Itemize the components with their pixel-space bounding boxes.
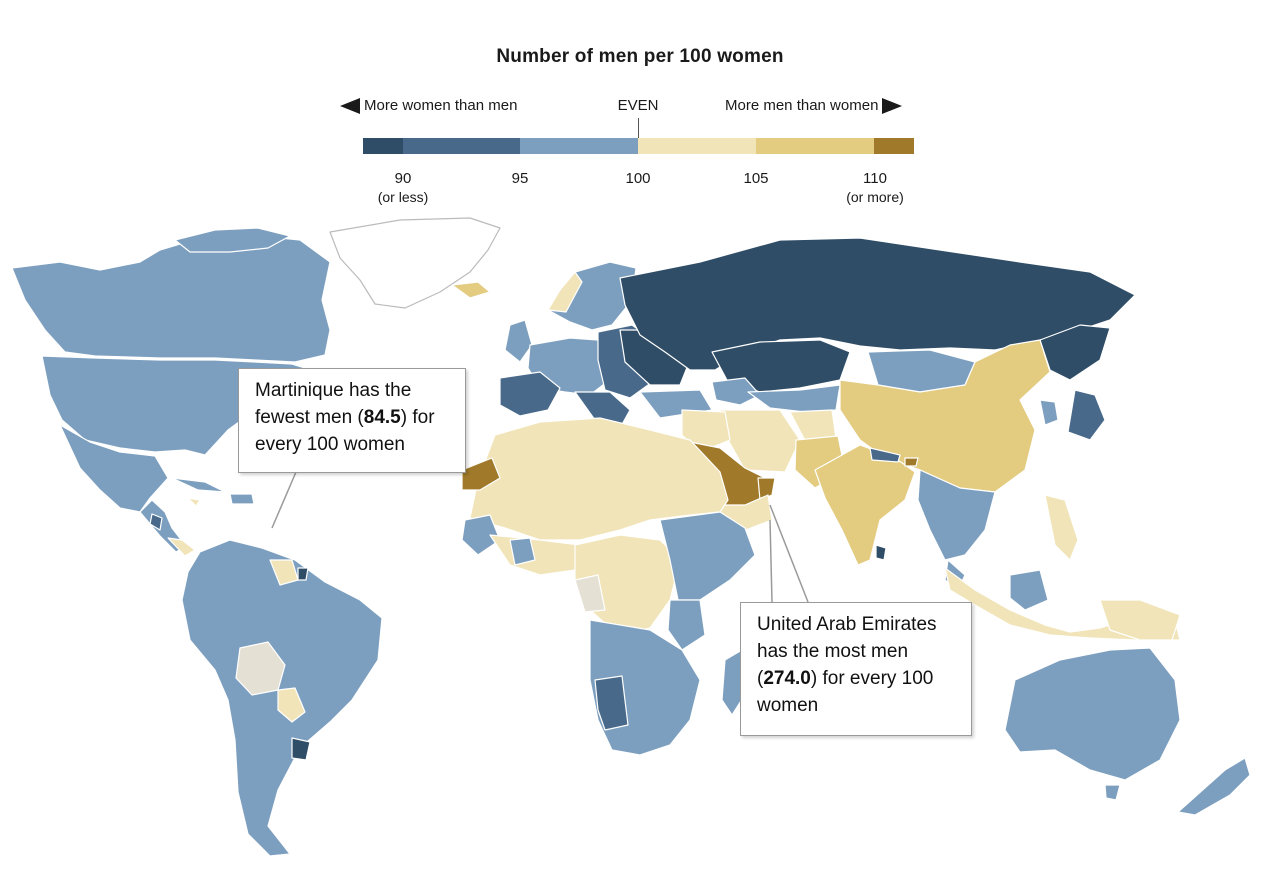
region-mexico <box>59 424 169 513</box>
region-iraq-syria <box>681 409 731 453</box>
region-hispaniola <box>229 493 255 505</box>
region-french-guiana <box>297 567 309 581</box>
region-jamaica <box>187 497 201 507</box>
region-australia <box>1004 647 1181 781</box>
legend-swatch-100-105 <box>638 138 756 154</box>
legend-tick-90: 90 (or less) <box>377 170 429 205</box>
legend-tick-110: 110 (or more) <box>846 170 904 205</box>
region-panama <box>167 537 196 557</box>
region-nepal <box>869 447 901 463</box>
region-borneo <box>1009 569 1049 611</box>
region-philippines <box>1044 494 1079 561</box>
legend-swatch-110-or-more <box>874 138 914 154</box>
region-canadian-arctic <box>174 227 291 253</box>
region-japan <box>1067 389 1106 441</box>
legend-even-tick <box>638 118 639 138</box>
region-sri-lanka <box>875 544 887 561</box>
arrow-left-icon <box>340 97 360 114</box>
uae-callout-post: ) for every 100 women <box>757 668 934 716</box>
region-cuba <box>171 477 226 493</box>
legend-even-label: EVEN <box>617 97 659 114</box>
legend-right-label: More men than women <box>725 97 879 114</box>
region-namibia <box>594 675 629 731</box>
legend-tick-95: 95 <box>511 170 529 187</box>
legend-left-label: More women than men <box>364 97 518 114</box>
uae-callout: United Arab Emirates has the most men (2… <box>740 602 972 736</box>
legend-swatch-105-110 <box>756 138 874 154</box>
legend-swatch-95-100 <box>520 138 638 154</box>
uae-callout-pre: United Arab Emirates has the most men ( <box>757 614 937 689</box>
region-mainland-se-asia <box>917 469 996 561</box>
legend-swatch-90-or-less <box>363 138 403 154</box>
region-balkans <box>574 391 631 429</box>
region-congo <box>574 574 606 613</box>
region-iceland <box>451 281 491 299</box>
region-france-iberia <box>499 371 561 417</box>
martinique-callout-pre: Martinique has the fewest men ( <box>255 380 412 428</box>
region-west-africa-coast <box>461 514 501 556</box>
region-korea <box>1039 399 1059 426</box>
region-nicaragua <box>149 513 163 531</box>
legend-swatch-90-95 <box>403 138 520 154</box>
region-tanzania <box>667 599 706 651</box>
legend-left-direction: More women than men <box>340 97 517 114</box>
region-west-africa <box>489 534 581 576</box>
uae-pointer-line-b <box>769 504 809 603</box>
region-uk <box>504 319 533 363</box>
region-uae <box>757 477 776 501</box>
region-russia <box>619 237 1136 371</box>
region-bhutan <box>904 457 919 467</box>
region-india <box>814 444 916 566</box>
region-uruguay <box>291 737 311 761</box>
region-canada <box>11 234 331 363</box>
legend-tick-105: 105 <box>743 170 769 187</box>
martinique-callout: Martinique has the fewest men (84.5) for… <box>238 368 466 473</box>
uae-pointer-line-a <box>769 519 773 603</box>
region-ghana-region <box>509 537 536 566</box>
arrow-right-icon <box>882 97 903 114</box>
martinique-pointer-line <box>271 471 297 529</box>
uae-callout-value: 274.0 <box>763 668 811 689</box>
region-new-zealand <box>1177 757 1251 816</box>
region-paraguay <box>277 687 306 723</box>
region-greenland <box>329 217 501 309</box>
region-papua <box>1099 599 1181 641</box>
legend-tick-100: 100 <box>625 170 651 187</box>
legend-color-bar <box>363 138 914 154</box>
region-caucasus <box>711 377 761 406</box>
region-east-africa <box>659 511 756 601</box>
region-tasmania <box>1104 784 1121 801</box>
region-central-asia <box>747 384 841 413</box>
legend-right-direction: More men than women <box>725 97 903 114</box>
martinique-callout-post: ) for every 100 women <box>255 407 435 455</box>
region-western-sahara <box>461 457 501 491</box>
region-norway-coast <box>547 271 583 313</box>
martinique-callout-value: 84.5 <box>363 407 401 428</box>
legend-title: Number of men per 100 women <box>496 46 784 67</box>
